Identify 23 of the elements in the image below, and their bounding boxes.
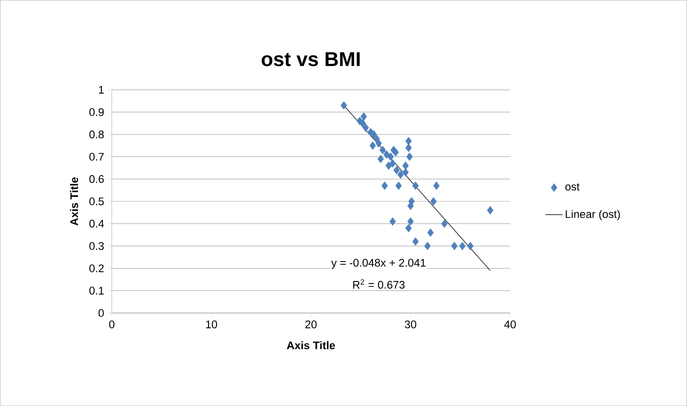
y-tick-label: 0.6 [89,175,104,184]
x-tick-label: 10 [206,320,218,328]
annotation: y = -0.048x + 2.041 [331,259,426,269]
x-axis-title: Axis Title [286,341,335,350]
y-tick-label: 0.3 [89,242,104,250]
y-tick-label: 0.2 [89,264,104,272]
x-tick-label: 0 [109,320,114,328]
x-tick-label: 40 [504,320,516,328]
y-tick-label: 0.1 [89,286,104,295]
y-tick-label: 0.4 [89,220,104,228]
y-tick-label: 1 [98,86,104,94]
y-tick-label: 0.9 [89,108,104,116]
x-tick-label: 20 [305,320,317,328]
y-tick-label: 0.8 [89,130,104,138]
chart-title: ost vs BMI [262,52,360,66]
y-tick-label: 0 [98,309,104,317]
annotation: R$^{2}$ = 0.673 [353,279,405,289]
y-tick-label: 0.7 [89,152,104,161]
x-tick-label: 30 [404,320,416,328]
legend-label: Linear (ost) [566,210,620,220]
legend-label: ost [565,183,580,191]
y-axis-title: Axis Title [70,178,78,226]
y-tick-label: 0.5 [89,198,104,206]
